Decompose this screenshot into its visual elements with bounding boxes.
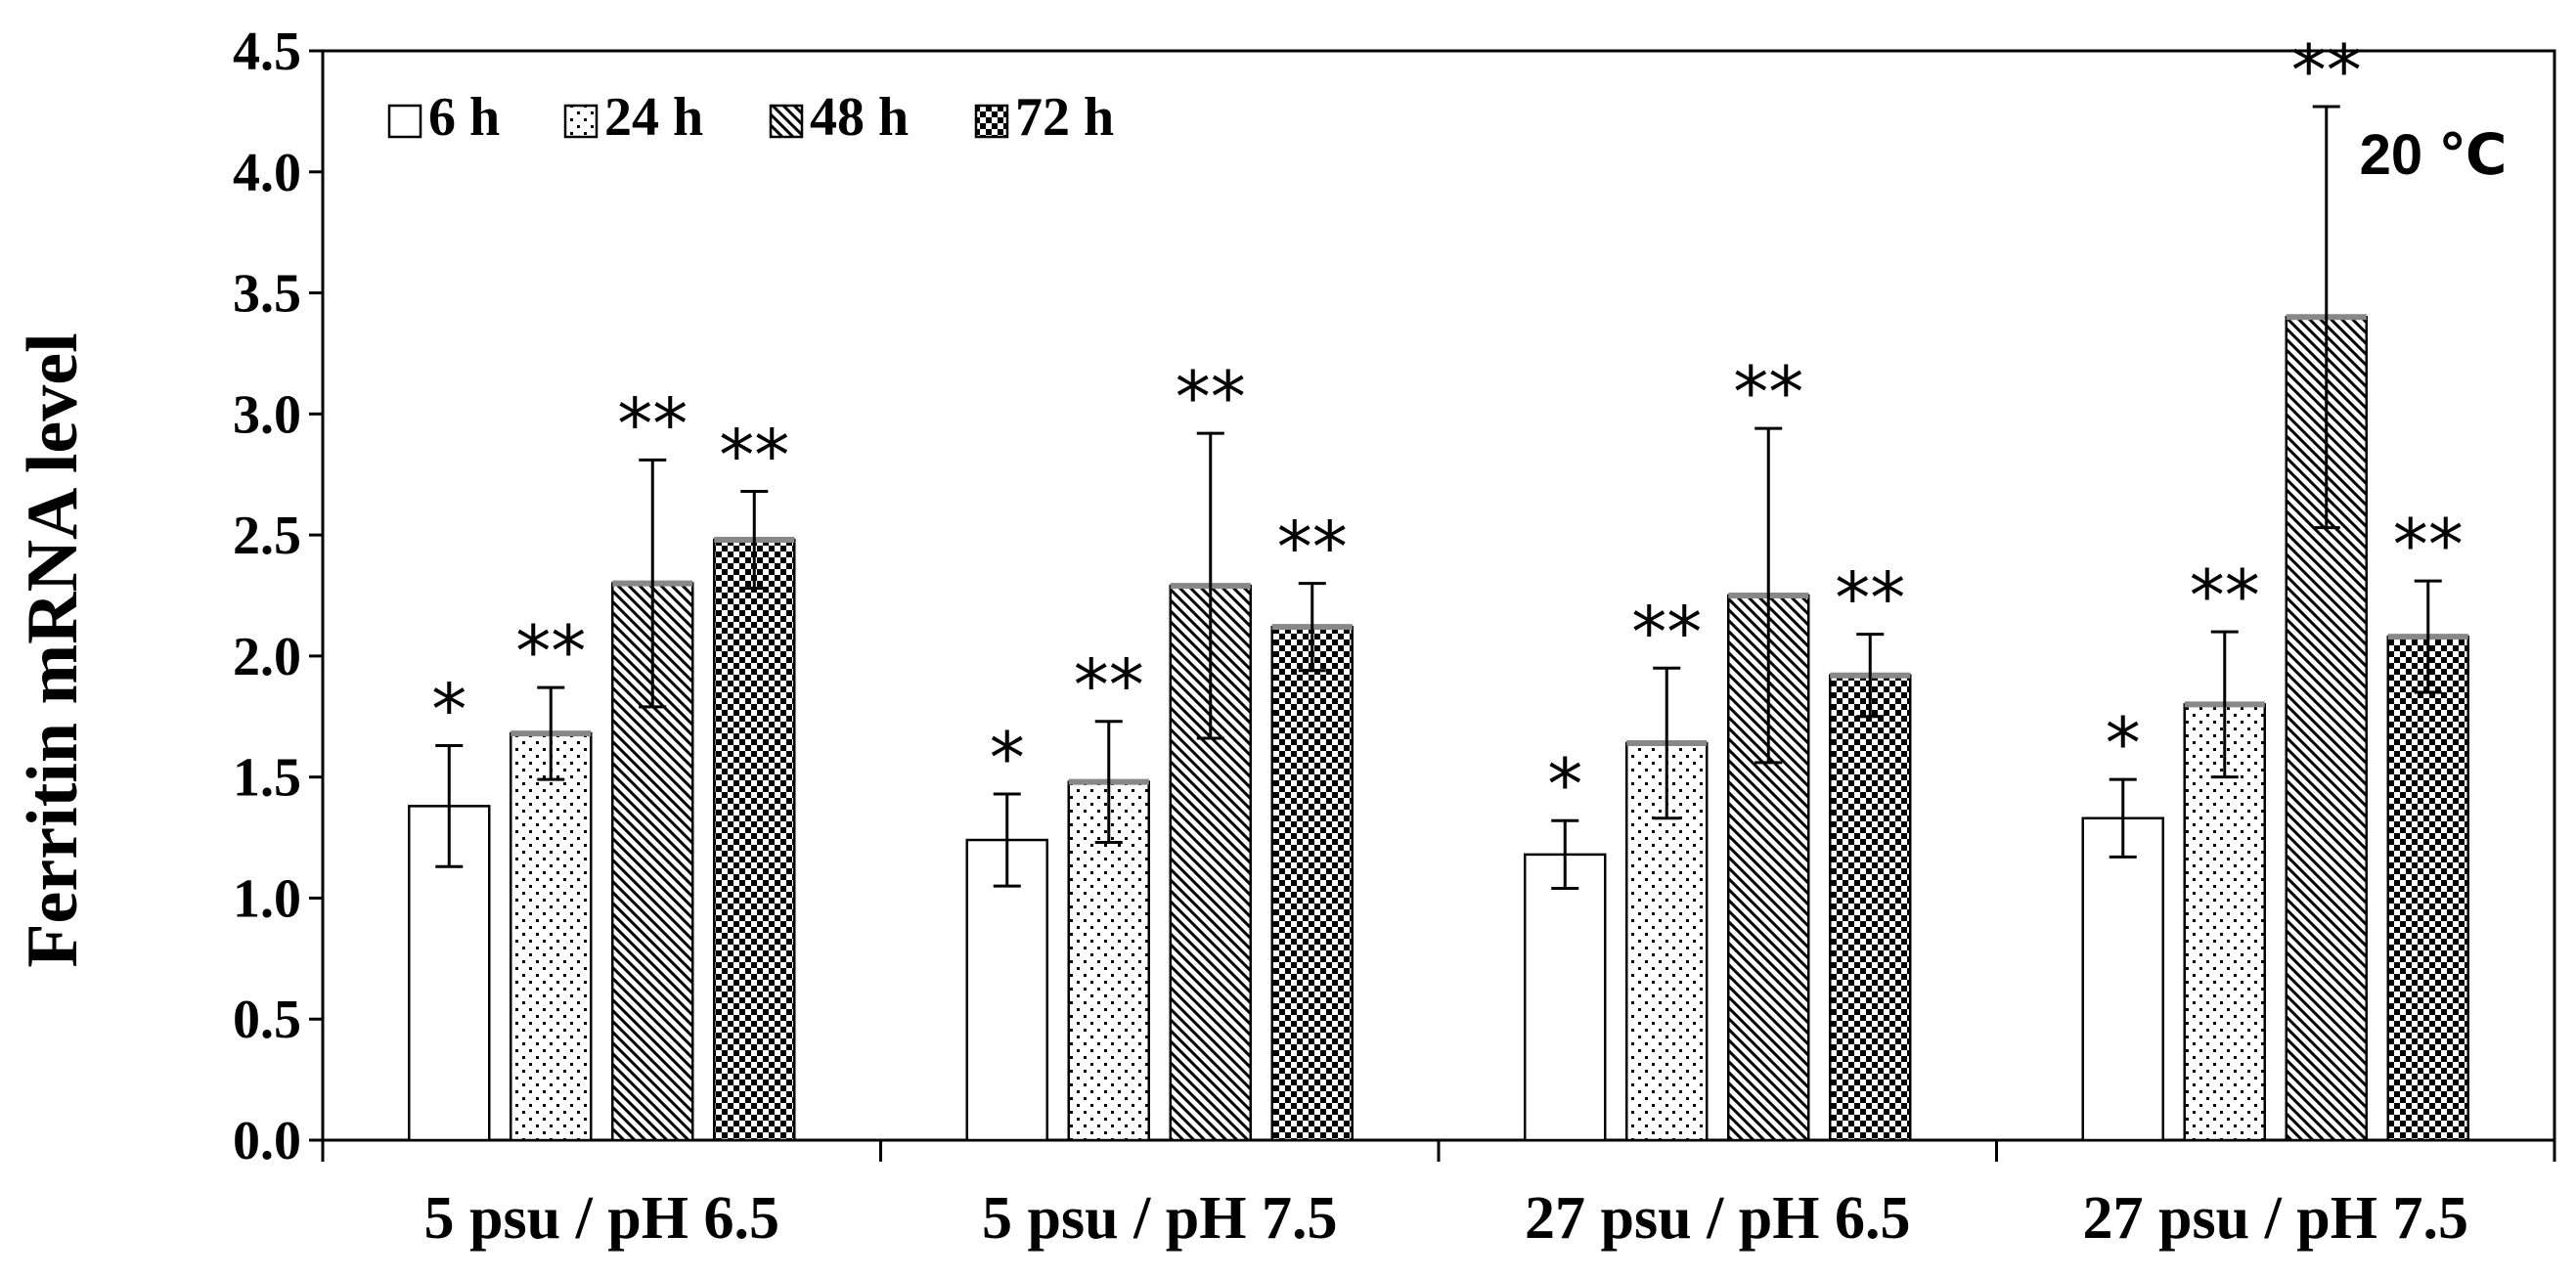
x-category-label: 5 psu / pH 7.5: [982, 1185, 1338, 1252]
temperature-annotation: 20 ℃: [2360, 123, 2508, 187]
y-tick-label: 4.0: [233, 143, 301, 203]
significance-label: **: [1835, 557, 1905, 640]
significance-label: *: [2106, 702, 2141, 784]
significance-label: **: [617, 382, 688, 464]
significance-label: **: [1277, 507, 1348, 589]
significance-label: **: [2393, 504, 2464, 586]
bar-72h: [2386, 635, 2469, 1142]
legend-label: 48 h: [810, 87, 909, 148]
y-tick-label: 0.5: [233, 990, 301, 1050]
legend-label: 6 h: [428, 87, 500, 148]
significance-label: **: [1176, 356, 1246, 438]
bar-72h: [1270, 625, 1354, 1142]
bar-6h: [2081, 816, 2164, 1142]
bar-24h: [510, 731, 593, 1142]
bar-72h: [1829, 674, 1912, 1142]
legend-swatch: [563, 104, 599, 139]
x-category-label: 5 psu / pH 6.5: [423, 1185, 779, 1252]
significance-label: **: [1733, 351, 1803, 433]
legend-label: 24 h: [604, 87, 703, 148]
significance-label: **: [2190, 554, 2260, 637]
legend-swatch: [387, 104, 422, 139]
legend-swatch: [974, 104, 1009, 139]
y-tick-label: 4.5: [233, 22, 301, 82]
y-tick-label: 1.5: [233, 748, 301, 809]
significance-label: **: [1631, 591, 1702, 673]
significance-label: **: [2291, 29, 2362, 111]
y-tick-label: 2.0: [233, 627, 301, 687]
x-category-label: 27 psu / pH 7.5: [2082, 1185, 2468, 1252]
x-category-label: 27 psu / pH 6.5: [1525, 1185, 1911, 1252]
significance-label: *: [990, 717, 1025, 799]
y-axis-title: Ferritin mRNA level: [13, 332, 93, 967]
bar-6h: [1524, 853, 1607, 1142]
legend-swatch: [769, 104, 804, 139]
y-tick-label: 2.5: [233, 506, 301, 566]
bar-72h: [713, 538, 796, 1142]
significance-label: *: [431, 668, 466, 750]
y-tick-label: 3.0: [233, 384, 301, 445]
y-tick-label: 3.5: [233, 264, 301, 325]
significance-label: *: [1547, 743, 1582, 825]
y-tick-label: 0.0: [233, 1111, 301, 1171]
significance-label: **: [719, 415, 789, 497]
y-tick-label: 1.0: [233, 868, 301, 929]
legend-label: 72 h: [1015, 87, 1114, 148]
significance-label: **: [515, 610, 586, 692]
significance-label: **: [1074, 644, 1144, 727]
